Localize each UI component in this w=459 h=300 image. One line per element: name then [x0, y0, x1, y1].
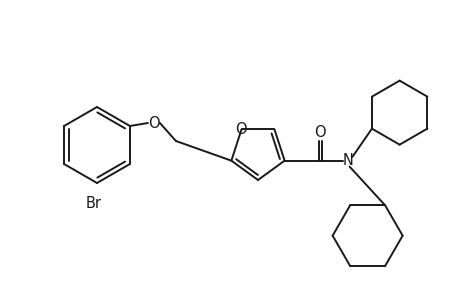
Text: O: O — [313, 125, 325, 140]
Text: O: O — [148, 116, 159, 130]
Text: Br: Br — [86, 196, 102, 211]
Text: N: N — [341, 153, 353, 168]
Text: O: O — [234, 122, 246, 137]
